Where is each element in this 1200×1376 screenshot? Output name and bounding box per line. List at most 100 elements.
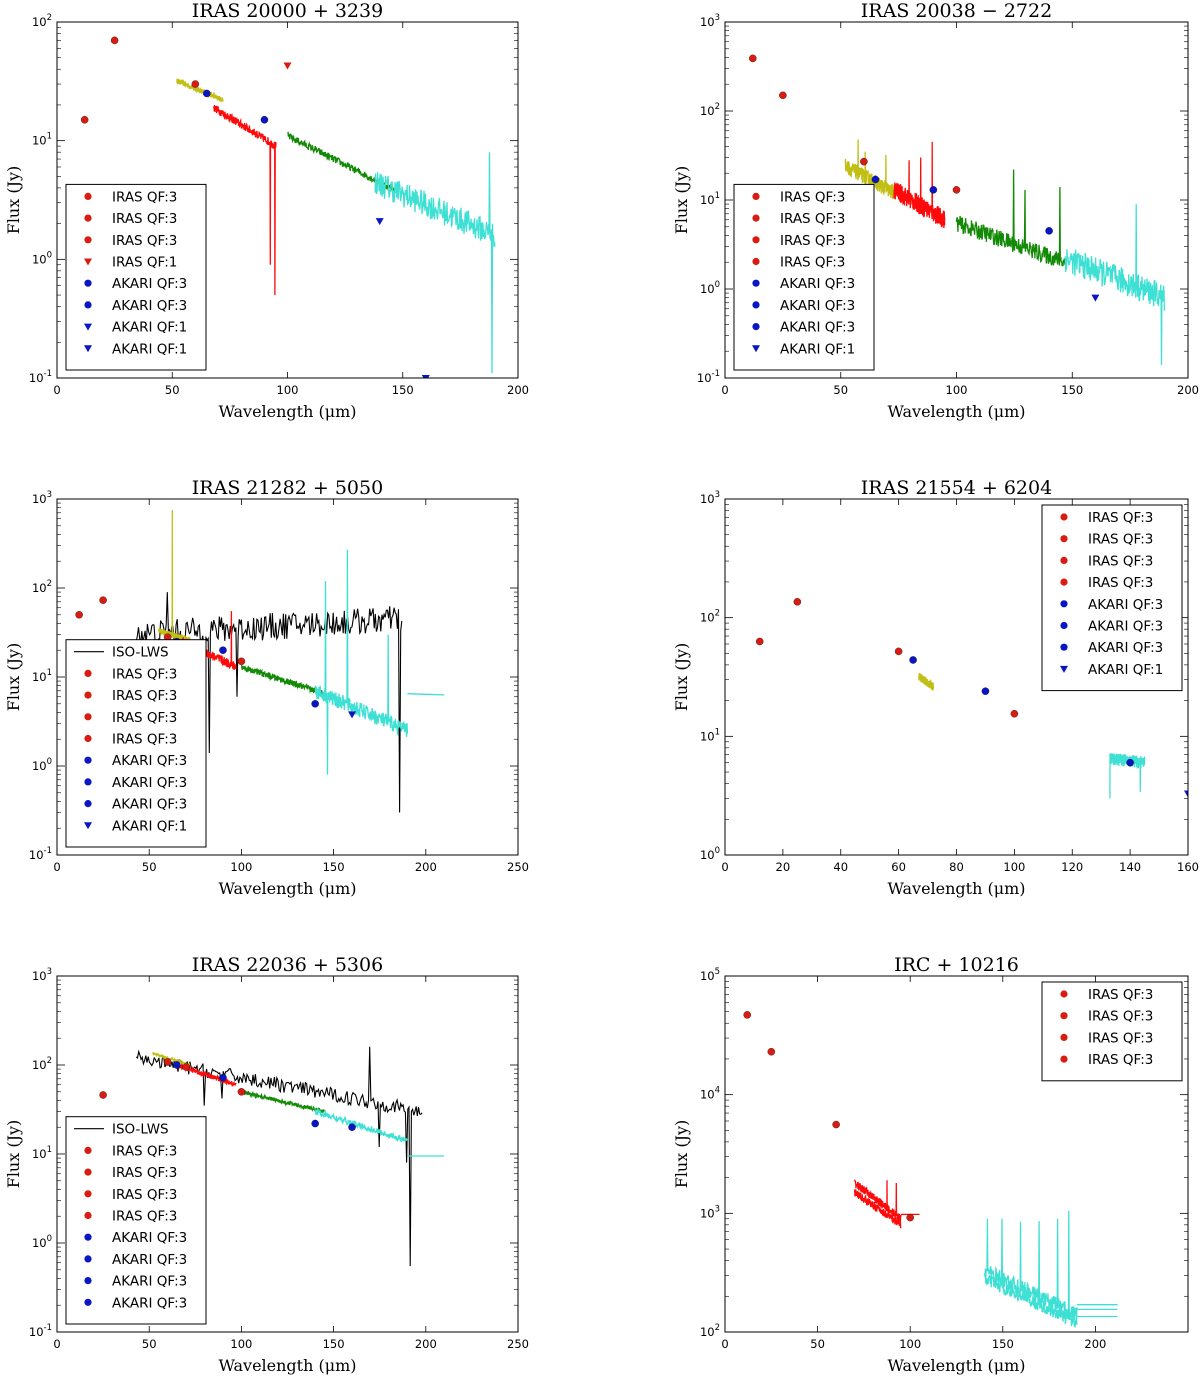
data-point [894,647,903,656]
axes-frame [724,498,1189,856]
data-point [219,646,227,654]
legend-marker [752,345,760,353]
x-tick-label: 0 [721,1337,728,1351]
x-tick-label: 0 [53,860,60,874]
y-tick-label: 10-1 [29,1323,52,1339]
legend-label: IRAS QF:3 [112,1165,177,1181]
legend-marker [84,236,92,244]
spectrum-line [853,1179,902,1222]
chart-title: IRAS 22036 + 5306 [192,954,383,976]
axes-frame [56,498,519,856]
legend-label: AKARI QF:3 [112,276,187,292]
legend-marker [84,1255,92,1263]
legend-marker [84,1211,92,1220]
legend-marker [1060,535,1068,543]
y-tick-label: 101 [32,668,52,684]
x-tick-label: 250 [507,860,529,874]
legend-label: IRAS QF:3 [1088,532,1153,548]
data-point [793,598,802,606]
x-tick-label: 150 [992,1337,1014,1351]
legend-label: IRAS QF:3 [780,233,845,249]
spectra-group [918,673,1146,799]
legend-marker [1060,1033,1068,1041]
chart-panel: IRAS 21554 + 6204 Wavelength (μm) Flux (Jy… [672,477,1199,898]
x-tick-label: 200 [507,383,529,397]
data-point [80,116,89,124]
data-point [909,656,917,664]
spectrum-line [853,1189,902,1229]
x-axis-label: Wavelength (μm) [218,1356,356,1375]
legend-marker [1060,556,1068,565]
y-tick-label: 101 [32,1145,52,1161]
legend-marker [84,214,92,222]
legend-label: AKARI QF:3 [112,1274,187,1290]
legend-label: IRAS QF:3 [112,688,177,704]
data-point [832,1120,840,1129]
y-tick-label: 10-1 [697,369,720,385]
legend-marker [84,192,92,200]
y-tick-label: 104 [700,1086,720,1102]
data-point [1126,758,1134,767]
chart-title: IRAS 21282 + 5050 [192,477,383,499]
data-point [952,186,961,194]
data-point [163,1058,172,1066]
data-point [99,1091,107,1099]
spectrum-line [157,510,191,644]
legend-label: IRAS QF:3 [1088,1052,1153,1068]
y-tick-label: 103 [700,490,720,506]
spectra-group [844,139,1166,366]
legend-label: IRAS QF:1 [112,255,177,271]
legend-marker [752,192,760,200]
legend-marker [84,1233,92,1241]
upper-limit-marker [348,711,357,719]
legend-marker [84,734,92,743]
legend: IRAS QF:3 IRAS QF:3 IRAS QF:3 IRAS QF:3 AKAR… [733,183,875,371]
data-point [173,1061,181,1069]
legend-label: IRAS QF:3 [112,189,177,205]
legend-marker [84,345,92,353]
spectrum-line [240,664,326,697]
y-axis-label: Flux (Jy) [672,643,691,712]
axes-frame [56,975,519,1333]
y-tick-label: 101 [32,132,52,148]
data-point [348,1123,356,1131]
y-tick-label: 102 [32,1056,52,1072]
legend-label: IRAS QF:3 [112,1209,177,1225]
legend-label: AKARI QF:3 [780,276,855,292]
spectrum-line [176,78,224,102]
legend-label: AKARI QF:3 [780,320,855,336]
legend-marker [1060,1055,1068,1063]
spectrum-line [213,104,277,296]
chart-panel: IRAS 20038 − 2722 Wavelength (μm) Flux (Jy… [672,0,1199,421]
legend-marker [84,1146,92,1154]
y-tick-label: 102 [700,609,720,625]
legend-marker [84,691,92,699]
x-tick-label: 20 [776,860,791,874]
chart-panel: IRAS 20000 + 3239 Wavelength (μm) Flux (Jy… [4,0,529,421]
x-tick-label: 250 [507,1337,529,1351]
legend: ISO-LWS IRAS QF:3 IRAS QF:3 IRAS QF:3 IRAS Q… [65,1116,207,1325]
y-tick-label: 100 [32,1234,52,1250]
y-tick-label: 10-1 [29,846,52,862]
legend-marker [1060,990,1068,998]
data-point [311,700,319,708]
legend-marker [84,756,92,764]
legend-marker [84,258,92,266]
legend-label: IRAS QF:3 [112,732,177,748]
x-tick-label: 0 [721,383,728,397]
y-axis-label: Flux (Jy) [4,643,23,712]
spectra-group [853,1179,1118,1328]
axes-frame [724,975,1189,1333]
data-point [906,1213,914,1222]
y-tick-label: 103 [32,490,52,506]
legend-marker [752,236,760,244]
legend-label: AKARI QF:3 [112,298,187,314]
legend-label: IRAS QF:3 [112,710,177,726]
spectrum-line [314,1108,408,1143]
y-tick-label: 103 [700,1204,720,1220]
legend-marker [1060,643,1068,651]
legend-marker [84,279,92,287]
upper-limit-marker [283,62,292,70]
spectra-group [176,78,496,374]
x-tick-label: 40 [833,860,848,874]
